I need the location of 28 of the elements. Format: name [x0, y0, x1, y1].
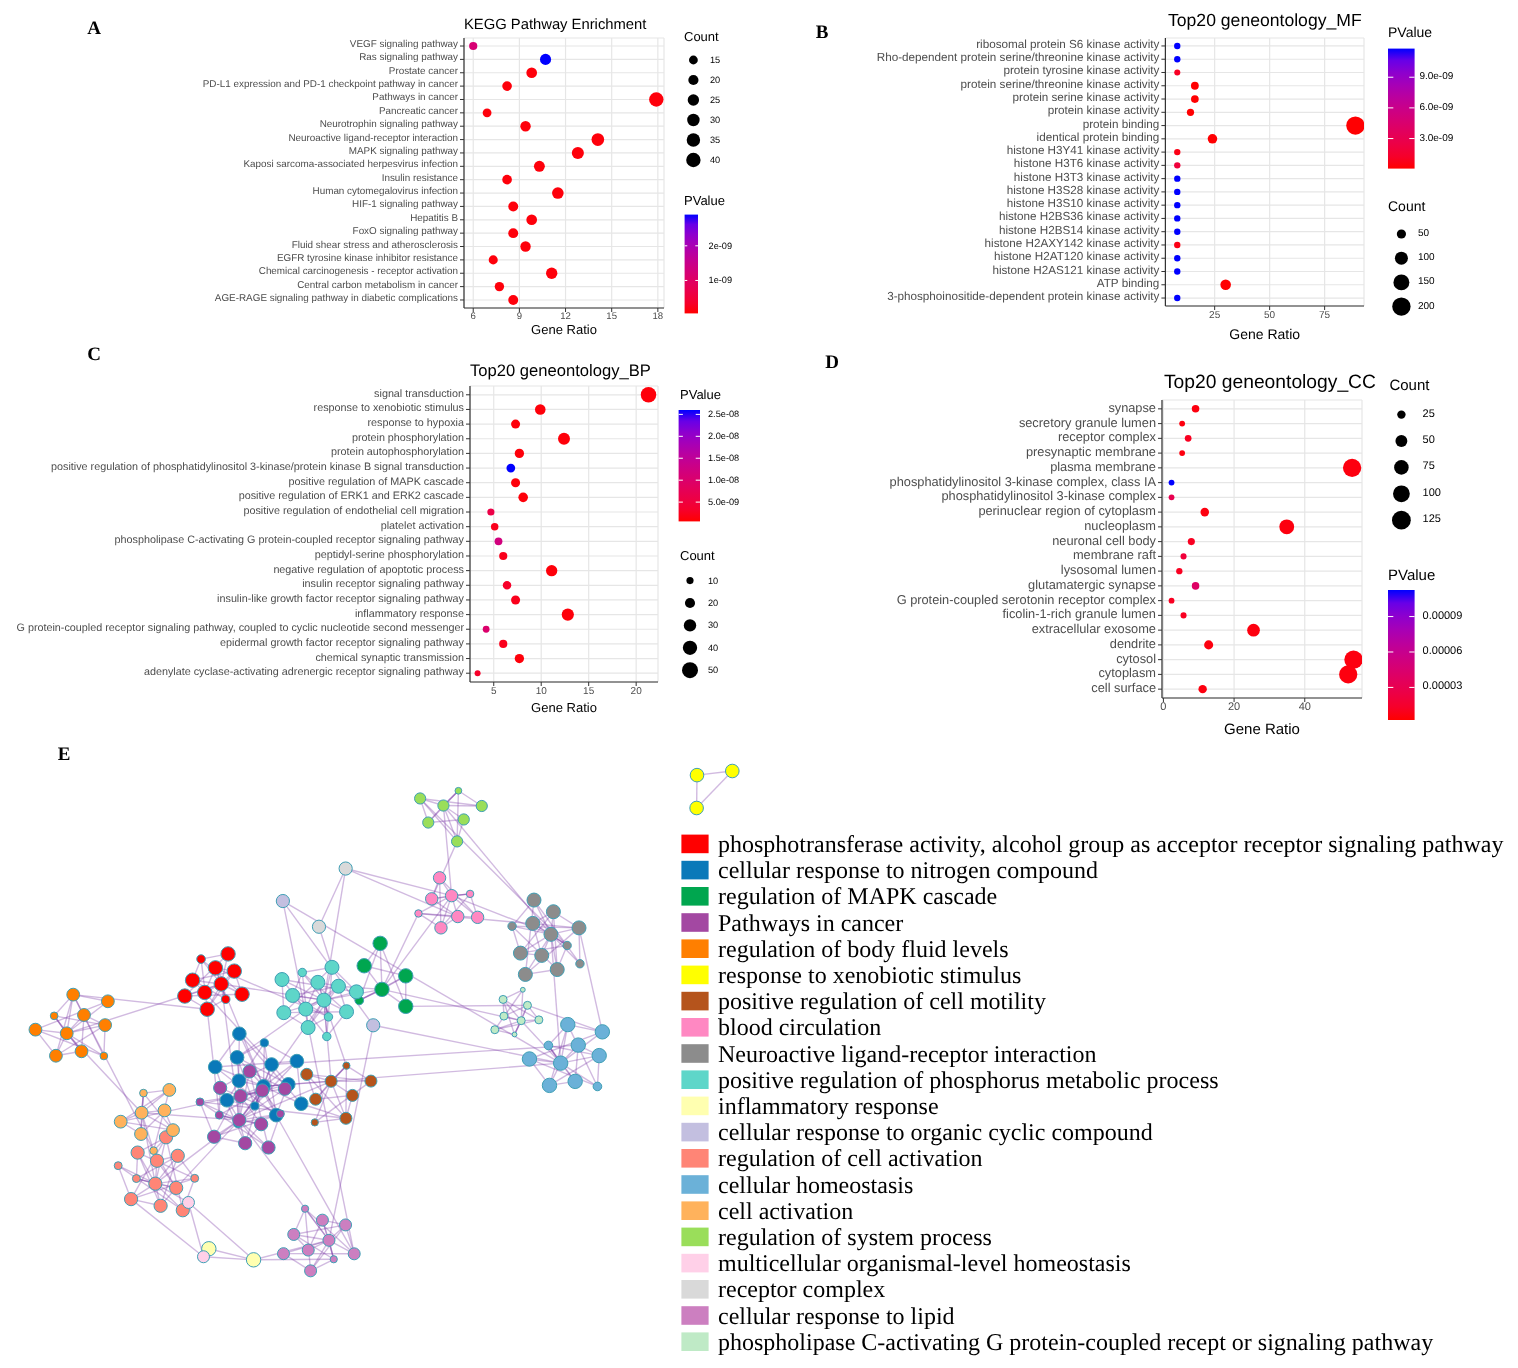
text: E — [57, 746, 71, 766]
text: C — [87, 346, 102, 366]
category-label: regulation of MAPK cascade — [718, 882, 998, 911]
category-label: response to xenobiotic stimulus — [718, 960, 1022, 989]
category-label: inflammatory response — [718, 1091, 939, 1120]
category-label: Pathways in cancer — [718, 908, 904, 937]
category-label: cellular response to organic cyclic compound — [718, 1118, 1153, 1147]
category-label: regulation of body fluid levels — [718, 934, 1010, 963]
category-label: regulation of system process — [718, 1222, 993, 1251]
category-label: blood circulation — [718, 1013, 882, 1042]
category-label: receptor complex — [718, 1275, 886, 1304]
text: A — [87, 20, 102, 40]
category-label: cell activation — [718, 1196, 854, 1225]
chart-title: Top20 geneontology_CC — [1164, 372, 1376, 395]
category-label: multicellular organismal-level homeostasis — [718, 1249, 1132, 1278]
category-label: positive regulation of phosphorus metabolic process — [718, 1065, 1220, 1094]
category-label: cellular response to nitrogen compound — [718, 856, 1098, 885]
category-label: cellular response to lipid — [718, 1301, 955, 1330]
chart-title: Top20 geneontology_BP — [470, 360, 652, 380]
text: D — [825, 354, 840, 374]
category-label: positive regulation of cell motility — [718, 987, 1046, 1016]
category-label: cellular homeostasis — [718, 1170, 914, 1199]
chart-title: Top20 geneontology_MF — [1168, 10, 1363, 30]
category-label: phosphotransferase activity, alcohol group as acceptor receptor signaling pathway — [718, 829, 1504, 858]
category-label: Neuroactive ligand-receptor interaction — [718, 1039, 1097, 1068]
text: B — [815, 24, 830, 44]
category-label: regulation of cell activation — [718, 1144, 983, 1173]
category-label: phospholipase C-activating G protein-coupled recept or signaling pathway — [718, 1327, 1434, 1356]
